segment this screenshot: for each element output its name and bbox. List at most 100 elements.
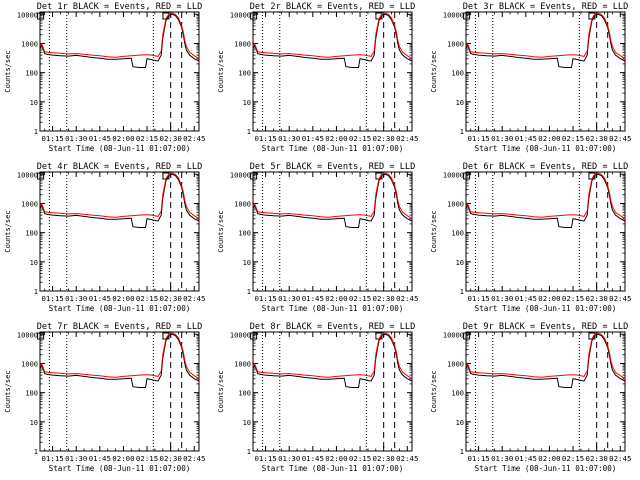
lld-series-line (465, 332, 626, 380)
events-series-line (465, 333, 626, 388)
x-tick-label: 02:45 (396, 134, 418, 143)
y-tick-label: 10000 (17, 171, 38, 179)
panel-title: Det 1r BLACK = Events, RED = LLD (37, 2, 203, 12)
y-tick-label: 10 (30, 259, 38, 267)
y-tick-label: 100 (25, 70, 38, 78)
y-tick-label: 100 (238, 70, 251, 78)
x-axis-label: Start Time (08-Jun-11 01:07:00) (475, 144, 617, 153)
x-tick-label: 02:15 (136, 454, 158, 463)
y-tick-label: 1 (247, 128, 251, 136)
marker-square (250, 172, 258, 180)
x-tick-label: 02:45 (609, 454, 631, 463)
x-axis-label: Start Time (08-Jun-11 01:07:00) (49, 304, 191, 313)
plot-frame (39, 11, 200, 132)
marker-square (250, 12, 258, 20)
y-axis-label: Counts/sec (430, 370, 438, 412)
x-tick-label: 02:45 (609, 134, 631, 143)
y-tick-label: 100 (451, 70, 464, 78)
x-axis-label: Start Time (08-Jun-11 01:07:00) (262, 304, 404, 313)
x-tick-label: 02:30 (373, 134, 395, 143)
lld-series-line (465, 12, 626, 60)
x-tick-label: 01:45 (515, 134, 537, 143)
x-tick-label: 02:00 (112, 134, 134, 143)
x-tick-label: 02:15 (562, 134, 584, 143)
y-axis-label: Counts/sec (4, 210, 12, 252)
y-tick-label: 100 (451, 230, 464, 238)
panel-title: Det 7r BLACK = Events, RED = LLD (37, 322, 203, 332)
marker-square (463, 172, 471, 180)
x-tick-label: 02:00 (538, 454, 560, 463)
y-tick-label: 1 (247, 448, 251, 456)
y-axis-label: Counts/sec (217, 50, 225, 92)
panel-title: Det 8r BLACK = Events, RED = LLD (250, 322, 416, 332)
x-tick-label: 01:30 (278, 294, 300, 303)
events-series-line (465, 173, 626, 228)
x-tick-label: 01:15 (254, 454, 276, 463)
x-tick-label: 02:00 (538, 134, 560, 143)
marker-square (37, 172, 45, 180)
x-tick-label: 01:30 (65, 454, 87, 463)
x-tick-label: 02:15 (349, 294, 371, 303)
y-tick-label: 1000 (447, 360, 464, 368)
panel-title: Det 5r BLACK = Events, RED = LLD (250, 162, 416, 172)
x-tick-label: 02:00 (112, 454, 134, 463)
plot-frame (252, 171, 413, 292)
x-tick-label: 02:30 (373, 294, 395, 303)
y-tick-label: 1000 (21, 360, 38, 368)
marker-square (463, 332, 471, 340)
plot-frame (252, 11, 413, 132)
y-tick-label: 10 (456, 99, 464, 107)
panel-9: Det 9r BLACK = Events, RED = LLD Counts/s… (430, 322, 631, 473)
y-tick-label: 10000 (230, 331, 251, 339)
y-tick-label: 10 (243, 419, 251, 427)
x-tick-label: 02:00 (325, 134, 347, 143)
x-tick-label: 01:45 (89, 454, 111, 463)
panel-title: Det 2r BLACK = Events, RED = LLD (250, 2, 416, 12)
x-tick-label: 01:30 (278, 134, 300, 143)
y-tick-label: 100 (25, 230, 38, 238)
marker-square (463, 12, 471, 20)
y-axis-label: Counts/sec (4, 370, 12, 412)
x-tick-label: 01:45 (302, 454, 324, 463)
marker-square (37, 12, 45, 20)
x-tick-label: 02:30 (586, 294, 608, 303)
x-tick-label: 02:15 (349, 454, 371, 463)
y-tick-label: 1 (34, 288, 38, 296)
lld-series-line (39, 332, 200, 380)
x-tick-label: 02:15 (562, 454, 584, 463)
events-series-line (252, 173, 413, 228)
y-tick-label: 10000 (230, 171, 251, 179)
y-tick-label: 1 (247, 288, 251, 296)
y-tick-label: 10 (30, 419, 38, 427)
x-tick-label: 02:15 (136, 134, 158, 143)
x-tick-label: 02:30 (586, 134, 608, 143)
events-series-line (39, 173, 200, 228)
y-axis-label: Counts/sec (4, 50, 12, 92)
lld-series-line (465, 172, 626, 220)
y-tick-label: 1000 (234, 200, 251, 208)
lld-series-line (252, 12, 413, 60)
x-tick-label: 01:15 (41, 134, 63, 143)
panel-title: Det 9r BLACK = Events, RED = LLD (463, 322, 629, 332)
marker-square (250, 332, 258, 340)
x-axis-label: Start Time (08-Jun-11 01:07:00) (49, 144, 191, 153)
y-tick-label: 10 (30, 99, 38, 107)
plot-frame (465, 171, 626, 292)
y-tick-label: 10 (243, 99, 251, 107)
y-tick-label: 10000 (443, 171, 464, 179)
y-tick-label: 1000 (234, 360, 251, 368)
plot-frame (39, 171, 200, 292)
x-tick-label: 02:30 (160, 134, 182, 143)
x-axis-label: Start Time (08-Jun-11 01:07:00) (475, 464, 617, 473)
y-axis-label: Counts/sec (217, 210, 225, 252)
panel-title: Det 3r BLACK = Events, RED = LLD (463, 2, 629, 12)
panel-8: Det 8r BLACK = Events, RED = LLD Counts/s… (217, 322, 418, 473)
panel-title: Det 4r BLACK = Events, RED = LLD (37, 162, 203, 172)
x-tick-label: 01:30 (278, 454, 300, 463)
x-tick-label: 01:45 (89, 134, 111, 143)
x-axis-label: Start Time (08-Jun-11 01:07:00) (475, 304, 617, 313)
y-axis-label: Counts/sec (430, 50, 438, 92)
x-tick-label: 02:45 (609, 294, 631, 303)
x-axis-label: Start Time (08-Jun-11 01:07:00) (49, 464, 191, 473)
x-tick-label: 02:00 (325, 294, 347, 303)
